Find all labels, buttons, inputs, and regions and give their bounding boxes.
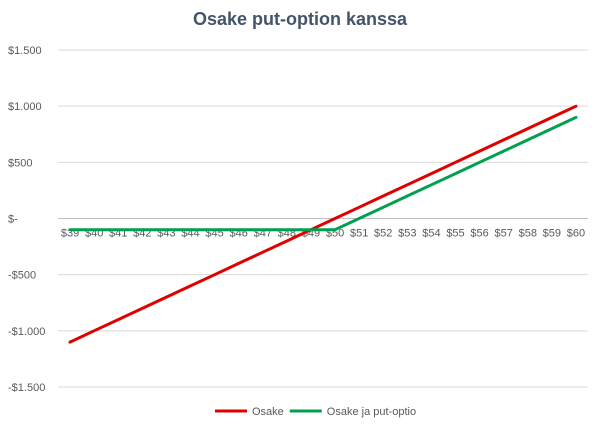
y-tick-label: $1.000 (8, 101, 42, 113)
legend: Osake Osake ja put-optio (215, 406, 416, 418)
legend-label: Osake (252, 406, 284, 418)
series-line-1 (68, 115, 578, 232)
x-tick-label: $55 (446, 228, 464, 240)
chart-title: Osake put-option kanssa (193, 9, 408, 29)
legend-label: Osake ja put-optio (327, 406, 416, 418)
y-tick-label: -$1.000 (8, 326, 45, 338)
x-tick-label: $52 (374, 228, 392, 240)
x-tick-label: $58 (519, 228, 537, 240)
y-tick-label: -$1.500 (8, 382, 45, 394)
x-tick-label: $60 (567, 228, 585, 240)
y-tick-label: -$500 (8, 270, 36, 282)
series-lines (68, 104, 578, 344)
gridlines (58, 49, 588, 388)
x-tick-label: $59 (543, 228, 561, 240)
y-tick-label: $1.500 (8, 45, 42, 57)
x-tick-label: $53 (398, 228, 416, 240)
y-axis-ticks: $1.500 $1.000 $500 $- -$500 -$1.000 -$1.500 (8, 45, 45, 394)
x-tick-label: $54 (422, 228, 440, 240)
y-tick-label: $- (8, 214, 18, 226)
x-tick-label: $57 (495, 228, 513, 240)
x-tick-label: $51 (350, 228, 368, 240)
y-tick-label: $500 (8, 157, 32, 169)
series-line-0 (68, 104, 578, 344)
x-tick-label: $56 (470, 228, 488, 240)
